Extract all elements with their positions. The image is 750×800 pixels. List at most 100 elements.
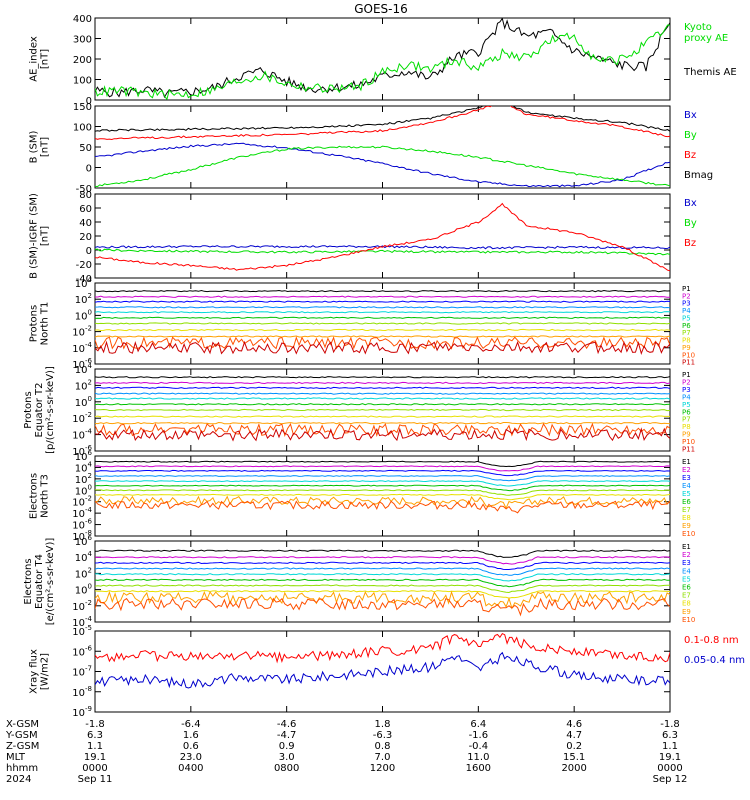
series-line	[95, 145, 670, 188]
orbit-row-label: MLT	[6, 752, 26, 763]
legend-entry: Bmag	[684, 170, 713, 181]
channel-line	[95, 556, 670, 565]
channel-line	[95, 408, 670, 412]
channel-line	[95, 493, 670, 501]
plot-area	[95, 376, 670, 442]
legend-entry: Bx	[684, 110, 697, 121]
date-start: Sep 11	[78, 774, 113, 785]
orbit-value: -1.6	[469, 730, 489, 741]
channel-line	[95, 549, 670, 558]
series-line	[95, 106, 670, 132]
year-label: 2024	[6, 774, 31, 785]
date-end: Sep 12	[653, 774, 688, 785]
channel-line	[95, 316, 670, 319]
channel-label: P5	[682, 314, 691, 322]
channel-line	[95, 397, 670, 400]
plot-area	[95, 460, 670, 514]
channel-label: E10	[682, 530, 695, 538]
series-line	[95, 202, 670, 272]
channel-line	[95, 336, 670, 350]
series-line	[95, 142, 670, 188]
channel-label: E2	[682, 551, 691, 559]
legend-entry: Themis AE	[683, 67, 737, 78]
y-tick-label: 20	[79, 232, 92, 243]
y-tick-label: 0	[86, 96, 92, 107]
channel-line	[95, 403, 670, 406]
panel-3: -40 -20 0 20 40 60 80 B (SM)-IGRF (SM) [nT] Bx By B…	[29, 190, 697, 285]
y-tick-label: 200	[73, 55, 92, 66]
orbit-value: 0.6	[183, 741, 199, 752]
orbit-value: 0000	[657, 763, 682, 774]
channel-line	[95, 421, 670, 425]
plot-area	[95, 202, 670, 272]
channel-label: P11	[682, 359, 695, 367]
channel-line	[95, 300, 670, 303]
channel-line	[95, 567, 670, 576]
y-axis-label: Protons	[29, 305, 40, 342]
plot-area	[95, 289, 670, 355]
orbit-value: -6.4	[181, 719, 201, 730]
channel-label: E7	[682, 506, 691, 514]
orbit-row-label: X-GSM	[6, 719, 39, 730]
orbit-value: 4.7	[566, 730, 582, 741]
y-tick-label: 100	[73, 76, 92, 87]
channel-label: P6	[682, 408, 691, 416]
legend-entry: Kyoto	[684, 22, 712, 33]
channel-label: E8	[682, 514, 691, 522]
y-tick-label: 100	[73, 123, 92, 134]
panel-2: -50 0 50 100 150 B (SM) [nT] Bx By Bz Bmag	[29, 102, 714, 195]
orbit-value: 1.8	[375, 719, 391, 730]
channel-line	[95, 295, 670, 298]
y-tick-label: 10-9	[72, 705, 92, 719]
series-line	[95, 24, 670, 100]
y-tick-label: 400	[73, 14, 92, 25]
channel-label: P10	[682, 351, 695, 359]
channel-line	[95, 561, 670, 570]
orbit-value: 6.3	[662, 730, 678, 741]
channel-label: P4	[682, 307, 691, 315]
channel-label: P2	[682, 292, 691, 300]
channel-label: P9	[682, 431, 691, 439]
panel-8: 10-9 10-8 10-7 10-6 10-5 Xray flux [W/m2] 0.1-0…	[29, 624, 746, 719]
y-tick-label: 60	[79, 204, 92, 215]
channel-label: P8	[682, 337, 691, 345]
y-axis-label: [W/m2]	[40, 653, 51, 690]
orbit-row-label: Z-GSM	[6, 741, 39, 752]
channel-label: E6	[682, 584, 691, 592]
channel-line	[95, 465, 670, 472]
channel-line	[95, 484, 670, 492]
channel-line	[95, 597, 670, 617]
y-tick-label: 300	[73, 35, 92, 46]
channel-line	[95, 322, 670, 325]
plot-area	[95, 549, 670, 617]
orbit-value: 11.0	[467, 752, 489, 763]
y-axis-label: [nT]	[40, 49, 51, 69]
orbit-value: 1.1	[662, 741, 678, 752]
series-line	[95, 106, 670, 141]
y-axis-label: [nT]	[40, 226, 51, 246]
y-tick-label: 10-4	[72, 428, 92, 442]
orbit-value: 1.1	[87, 741, 103, 752]
channel-label: E6	[682, 498, 691, 506]
channel-line	[95, 335, 670, 338]
channel-label: E3	[682, 559, 691, 567]
orbit-value: 0.9	[279, 741, 295, 752]
channel-line	[95, 381, 670, 385]
y-axis-label: Protons	[23, 391, 34, 428]
channel-line	[95, 460, 670, 468]
channel-line	[95, 469, 670, 477]
panel-frame	[94, 455, 671, 537]
orbit-value: 15.1	[563, 752, 585, 763]
series-line	[95, 632, 670, 664]
channel-label: E9	[682, 608, 691, 616]
orbit-value: -0.4	[469, 741, 489, 752]
plot-area	[95, 106, 670, 188]
orbit-value: 0400	[178, 763, 203, 774]
y-tick-label: 10-2	[72, 411, 92, 425]
channel-label: E8	[682, 600, 691, 608]
orbit-row-label: Y-GSM	[5, 730, 38, 741]
